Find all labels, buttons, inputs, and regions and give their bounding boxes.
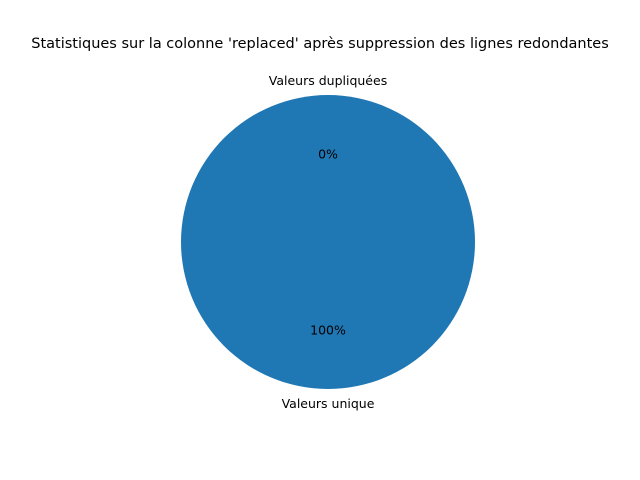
pie-slice-valeurs-unique [181, 95, 475, 389]
pie-slices [181, 95, 475, 389]
pie-labels: Valeurs unique 100% Valeurs dupliquées 0% [269, 73, 387, 411]
pct-label-valeurs-dupliquees: 0% [318, 146, 338, 161]
slice-label-valeurs-unique: Valeurs unique [282, 396, 375, 411]
chart-title: Statistiques sur la colonne 'replaced' a… [31, 36, 609, 52]
slice-label-valeurs-dupliquees: Valeurs dupliquées [269, 73, 387, 88]
pct-label-valeurs-unique: 100% [310, 323, 346, 338]
